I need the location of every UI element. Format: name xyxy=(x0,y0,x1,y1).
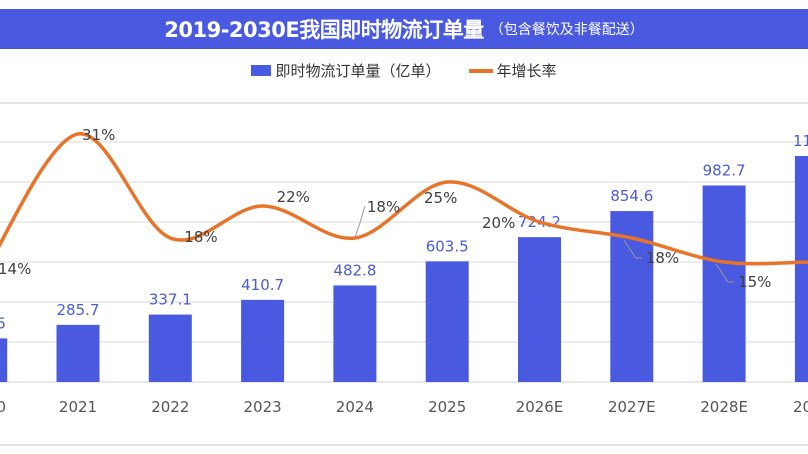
growth-rate-label: 25% xyxy=(424,189,457,207)
legend-label-growth: 年增长率 xyxy=(496,62,557,80)
x-tick-label: 2026E xyxy=(516,398,564,416)
x-tick-label: 2025 xyxy=(428,398,466,416)
bar-2023 xyxy=(241,299,285,382)
growth-rate-line xyxy=(0,132,808,266)
growth-rate-label: 15% xyxy=(738,273,771,291)
bar-value-label: 482.8 xyxy=(333,261,376,279)
bar-value-label: 603.5 xyxy=(426,237,469,255)
legend: 即时物流订单量（亿单） 年增长率 xyxy=(0,60,808,81)
bar-2026E xyxy=(518,237,561,382)
bar-2020 xyxy=(0,338,8,382)
bar-2028E xyxy=(702,185,746,382)
x-tick-label: 2027E xyxy=(608,398,656,416)
bar-value-label: 982.7 xyxy=(703,161,746,179)
legend-label-orders: 即时物流订单量（亿单） xyxy=(275,62,441,80)
bar-value-label: 11 xyxy=(793,132,808,150)
growth-rate-label: 22% xyxy=(277,188,310,206)
x-tick-label: 2024 xyxy=(336,398,374,416)
leader-line xyxy=(623,239,642,259)
chart-title: 2019-2030E我国即时物流订单量 xyxy=(164,18,484,42)
growth-rate-label: 31% xyxy=(82,126,115,144)
growth-rate-label: 14% xyxy=(0,260,31,278)
bar-value-label: 410.7 xyxy=(241,276,284,294)
growth-rate-label: 18% xyxy=(184,228,217,246)
legend-item-orders: 即时物流订单量（亿单） xyxy=(251,60,441,81)
chart-title-bar: 2019-2030E我国即时物流订单量 （包含餐饮及非餐配送） xyxy=(0,9,808,49)
x-tick-label: 2028E xyxy=(700,398,748,416)
growth-rate-label: 18% xyxy=(367,198,400,216)
x-tick-label: 2022 xyxy=(151,398,189,416)
bar-value-label: 337.1 xyxy=(149,291,192,309)
x-tick-label: 2021 xyxy=(59,398,97,416)
x-tick-label: 0 xyxy=(0,398,6,416)
legend-bar-swatch xyxy=(251,65,272,76)
leader-line xyxy=(354,205,366,239)
bar-2024 xyxy=(333,285,377,382)
growth-rate-label: 20% xyxy=(482,214,515,232)
legend-item-growth: 年增长率 xyxy=(468,60,557,81)
x-tick-label: 20 xyxy=(793,398,808,416)
bar-value-label: 285.7 xyxy=(57,301,100,319)
legend-line-swatch xyxy=(468,68,493,73)
leader-line xyxy=(715,263,735,283)
growth-rate-label: 18% xyxy=(646,249,679,267)
x-tick-label: 2023 xyxy=(244,398,282,416)
bar-2022 xyxy=(148,314,192,382)
bar-2021 xyxy=(56,324,100,382)
chart-subtitle: （包含餐饮及非餐配送） xyxy=(489,22,644,38)
bar-2029E xyxy=(794,156,808,382)
bar-value-label: 854.6 xyxy=(610,187,653,205)
bar-2025 xyxy=(425,261,469,382)
bar-value-label: 5 xyxy=(0,314,6,332)
